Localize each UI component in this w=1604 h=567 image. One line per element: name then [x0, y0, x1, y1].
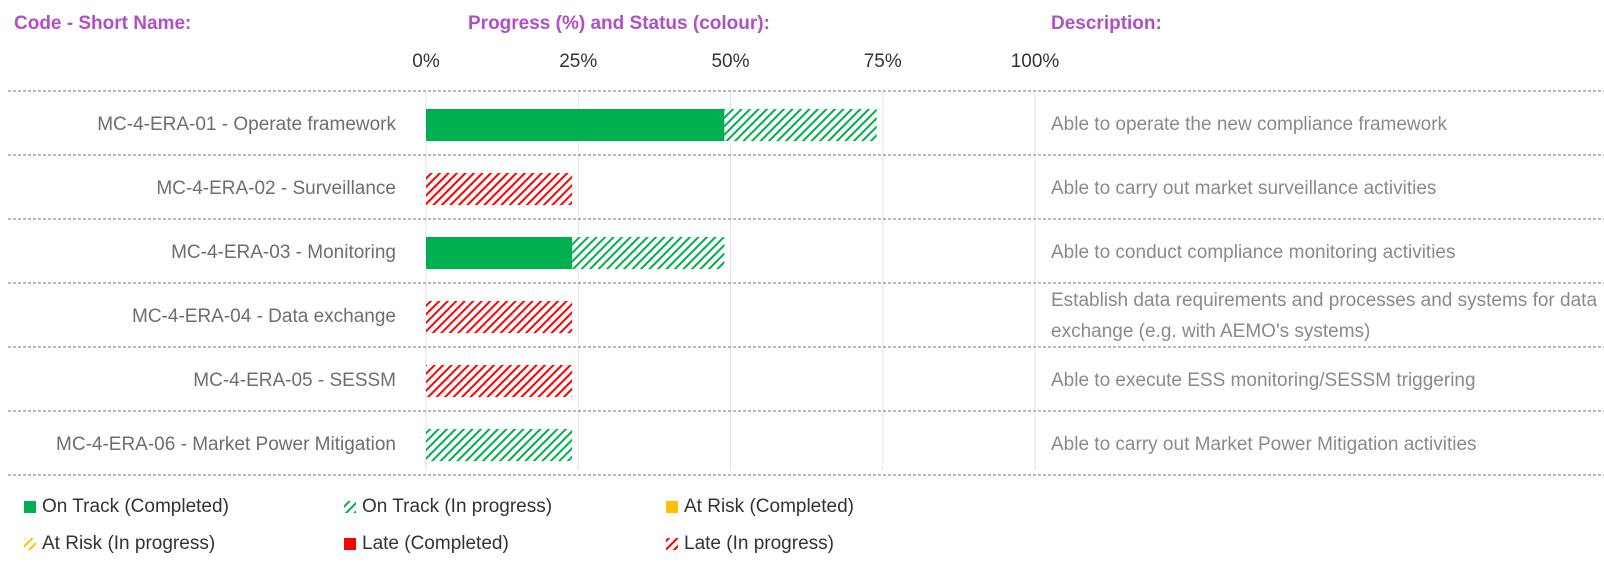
description: Able to conduct compliance monitoring ac… [1051, 241, 1456, 263]
header: Progress (%) and Status (colour): [468, 13, 770, 34]
bar-segment [426, 429, 573, 461]
legend-swatch [666, 501, 678, 513]
bar-segment [724, 109, 877, 141]
description: Able to operate the new compliance frame… [1051, 113, 1448, 135]
bar-segment [426, 365, 573, 397]
description: Able to carry out market surveillance ac… [1051, 177, 1437, 199]
x-tick-label: 75% [864, 51, 902, 72]
x-tick-label: 25% [559, 51, 597, 72]
bar-segment [572, 237, 725, 269]
category-label: MC-4-ERA-05 - SESSM [193, 370, 396, 391]
legend-swatch [24, 538, 36, 550]
legend-label: On Track (In progress) [362, 496, 552, 517]
legend-swatch [344, 538, 356, 550]
legend-label: Late (Completed) [362, 533, 509, 554]
category-label: MC-4-ERA-01 - Operate framework [97, 114, 396, 135]
category-label: MC-4-ERA-06 - Market Power Mitigation [56, 434, 396, 455]
category-label: MC-4-ERA-04 - Data exchange [132, 306, 396, 327]
legend-label: At Risk (Completed) [684, 496, 854, 517]
bar-segment [426, 237, 573, 269]
legend-label: Late (In progress) [684, 533, 834, 554]
description: Establish data requirements and processe… [1051, 290, 1598, 342]
x-tick-label: 50% [711, 51, 749, 72]
legend-label: At Risk (In progress) [42, 533, 215, 554]
legend-swatch [344, 501, 356, 513]
legend-label: On Track (Completed) [42, 496, 229, 517]
legend-swatch [24, 501, 36, 513]
bar-segment [426, 301, 573, 333]
bar-segment [426, 109, 725, 141]
description: Able to carry out Market Power Mitigatio… [1051, 433, 1477, 455]
x-tick-label: 100% [1011, 51, 1060, 72]
header: Description: [1051, 13, 1162, 34]
bar-segment [426, 173, 573, 205]
x-tick-label: 0% [412, 51, 440, 72]
description: Able to execute ESS monitoring/SESSM tri… [1051, 369, 1476, 391]
category-label: MC-4-ERA-02 - Surveillance [156, 178, 396, 199]
category-label: MC-4-ERA-03 - Monitoring [171, 242, 396, 263]
header: Code - Short Name: [14, 13, 191, 34]
legend-swatch [666, 538, 678, 550]
